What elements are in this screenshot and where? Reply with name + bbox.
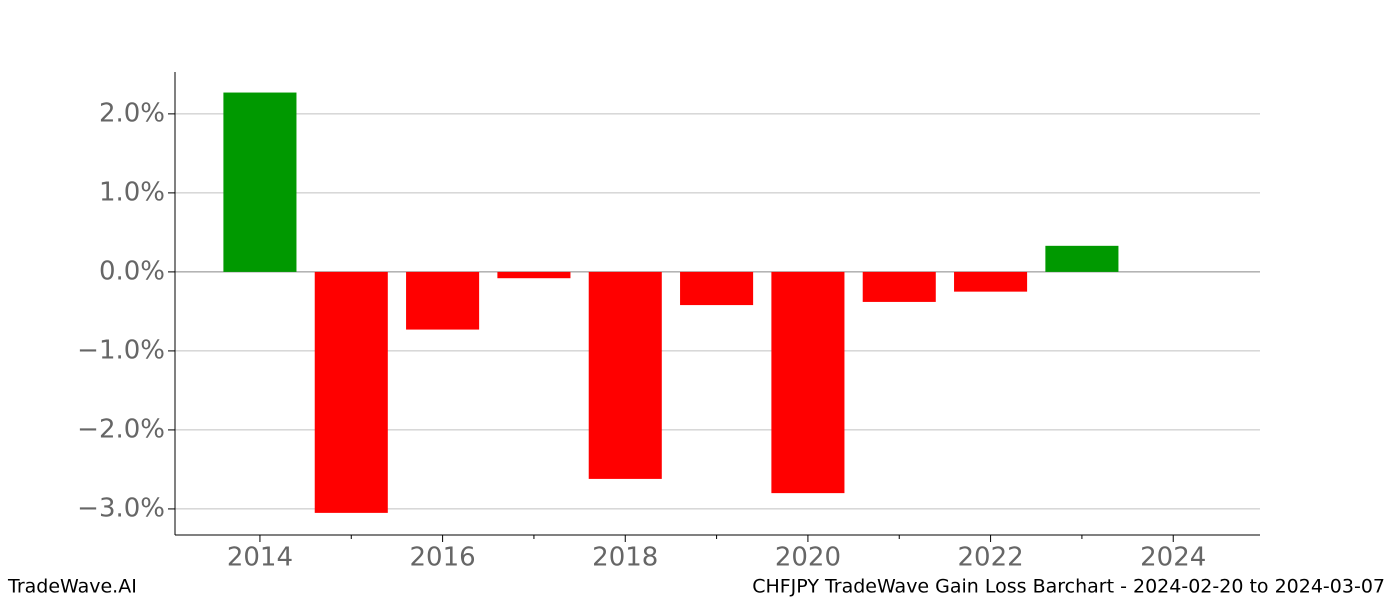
bar [406, 271, 480, 330]
y-tick-label: 2.0% [99, 98, 165, 128]
bar [223, 92, 297, 272]
bar [314, 271, 388, 513]
x-tick-label: 2024 [1140, 543, 1206, 573]
x-tick-label: 2014 [227, 543, 293, 573]
y-tick-label: 0.0% [99, 256, 165, 286]
bar [588, 271, 662, 479]
y-tick-label: 1.0% [99, 177, 165, 207]
bar [1045, 245, 1119, 272]
bar [862, 271, 936, 302]
brand: TradeWave.AI [7, 576, 137, 598]
bar [680, 271, 754, 306]
chart-title: CHFJPY TradeWave Gain Loss Barchart - 20… [752, 576, 1385, 598]
y-tick-label: −1.0% [77, 335, 165, 365]
x-tick-label: 2016 [410, 543, 476, 573]
bar [497, 271, 571, 279]
x-tick-label: 2020 [775, 543, 841, 573]
bar [771, 271, 845, 494]
x-tick-label: 2018 [592, 543, 658, 573]
y-tick-label: −3.0% [77, 493, 165, 523]
y-tick-label: −2.0% [77, 414, 165, 444]
bar [954, 271, 1028, 292]
x-tick-label: 2022 [957, 543, 1023, 573]
